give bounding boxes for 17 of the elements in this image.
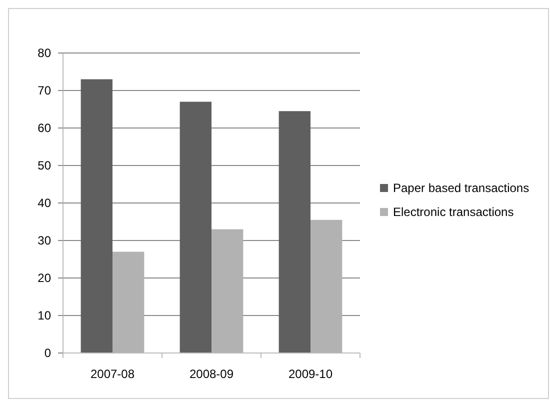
y-tick-label: 70 (38, 84, 52, 98)
bar (278, 111, 310, 353)
legend-label: Paper based transactions (393, 181, 530, 196)
y-tick-label: 30 (38, 234, 52, 248)
x-tick-label: 2008-09 (189, 367, 234, 381)
y-tick-label: 60 (38, 121, 52, 136)
x-tick-label: 2009-10 (288, 367, 333, 381)
y-tick-label: 20 (38, 271, 52, 286)
bar (80, 79, 112, 353)
x-tick-label: 2007-08 (90, 367, 135, 381)
y-tick-label: 0 (44, 346, 52, 360)
y-tick-label: 50 (38, 158, 52, 173)
legend-label: Electronic transactions (393, 205, 514, 220)
y-tick-label: 10 (38, 308, 52, 323)
y-tick-label: 80 (38, 46, 52, 60)
y-tick-label: 40 (38, 196, 52, 210)
bar (180, 102, 212, 353)
